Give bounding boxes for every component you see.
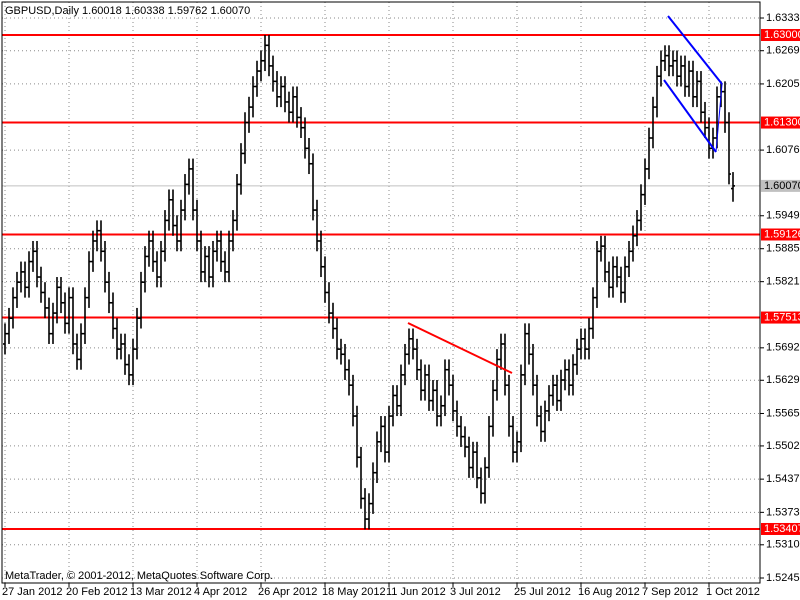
current-price-label: 1.60070 [764,180,800,192]
channel-lower [663,79,717,153]
copyright: MetaTrader, © 2001-2012, MetaQuotes Soft… [5,570,273,582]
level-label: 1.57513 [764,311,800,323]
y-tick-label: 1.62695 [766,45,800,57]
x-tick-label: 26 Apr 2012 [258,586,317,598]
x-tick-label: 25 Jul 2012 [514,586,571,598]
x-tick-label: 20 Feb 2012 [66,586,128,598]
y-tick-label: 1.58850 [766,243,800,255]
level-label: 1.63000 [764,29,800,41]
y-tick-label: 1.58210 [766,276,800,288]
x-tick-label: 27 Jan 2012 [2,586,63,598]
x-tick-label: 7 Sep 2012 [642,586,698,598]
x-tick-label: 16 Aug 2012 [578,586,640,598]
bar-layer [3,35,735,530]
level-label: 1.53407 [764,523,800,535]
x-tick-label: 1 Oct 2012 [706,586,760,598]
y-tick-label: 1.63330 [766,12,800,24]
plot-frame [1,1,761,584]
x-tick-label: 11 Jun 2012 [386,586,446,598]
y-tick-label: 1.54375 [766,473,800,485]
y-tick-label: 1.52455 [766,572,800,584]
x-tick-label: 4 Apr 2012 [194,586,247,598]
y-tick-label: 1.60765 [766,144,800,156]
y-tick-label: 1.55650 [766,407,800,419]
x-tick-label: 3 Jul 2012 [450,586,501,598]
x-tick-label: 18 May 2012 [322,586,386,598]
y-tick-label: 1.59490 [766,210,800,222]
y-tick-label: 1.53100 [766,539,800,551]
chart-title: GBPUSD,Daily 1.60018 1.60338 1.59762 1.6… [5,5,250,17]
current-price-box [761,179,800,192]
level-box [761,29,800,42]
y-tick-label: 1.56295 [766,374,800,386]
level-box [761,311,800,324]
level-box [761,228,800,241]
y-tick-label: 1.56925 [766,342,800,354]
y-tick-label: 1.55020 [766,440,800,452]
x-tick-label: 13 Mar 2012 [130,586,192,598]
y-tick-label: 1.53730 [766,506,800,518]
level-box [761,116,800,129]
channel-upper [667,15,723,85]
level-box [761,522,800,535]
trend-line [407,322,513,374]
axis-layer: 1.63330 1.62695 1.62050 1.60765 1.59490 1.588… [2,12,800,598]
channel-edge [715,83,723,153]
grid-layer [2,2,760,583]
level-label: 1.59126 [764,228,800,240]
y-tick-label: 1.62050 [766,78,800,90]
level-label: 1.61300 [764,116,800,128]
